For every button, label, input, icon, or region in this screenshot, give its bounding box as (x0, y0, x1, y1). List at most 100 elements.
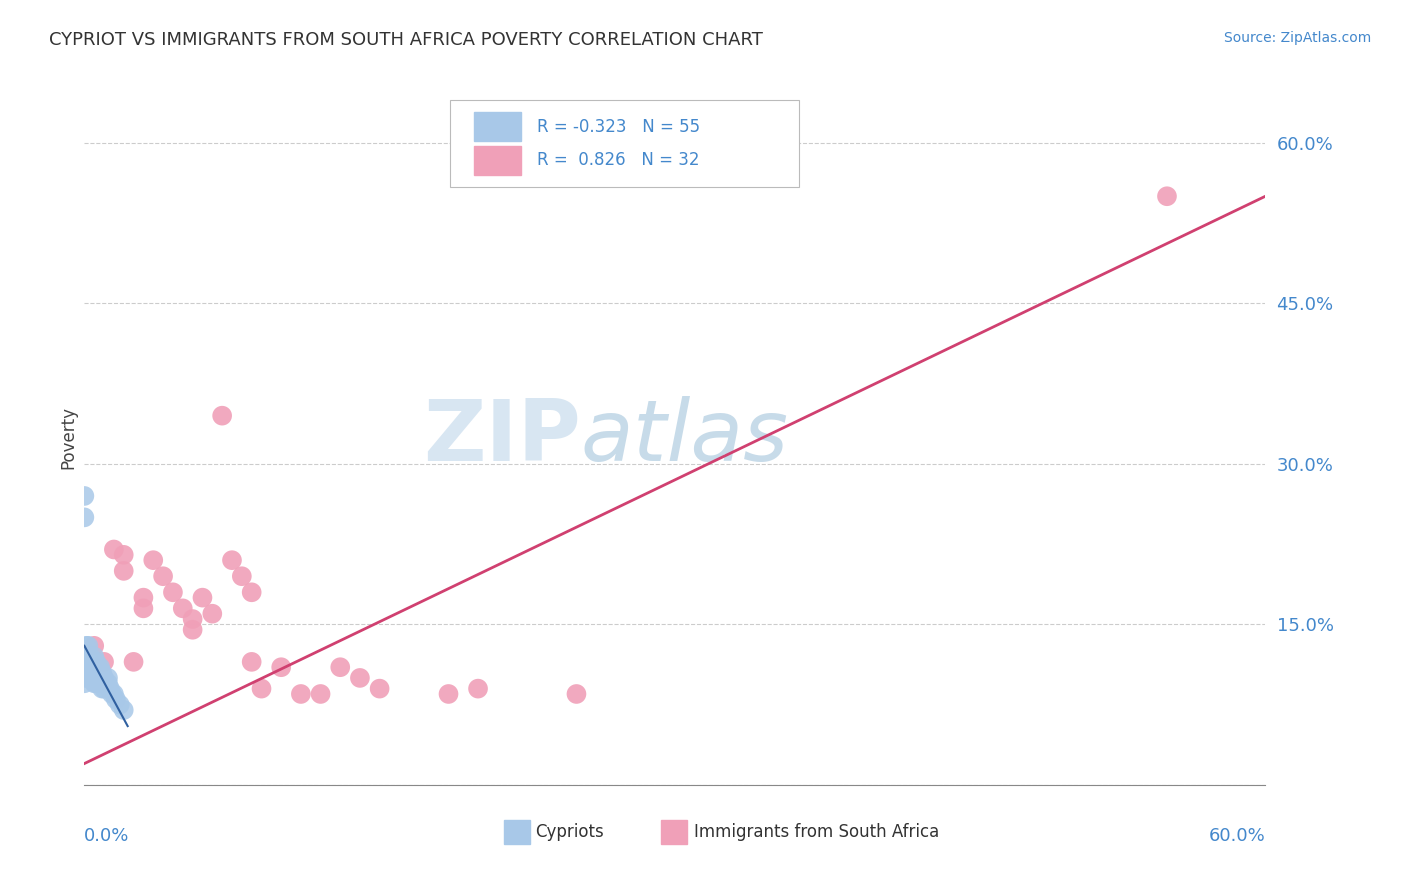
Point (97, 676, 120, 690)
Point (82, 655, 104, 669)
Bar (661, 820, 686, 844)
Point (82, 665, 104, 680)
Point (87, 676, 110, 690)
Point (77, 639, 100, 653)
Point (83, 676, 105, 690)
Text: R = -0.323   N = 55: R = -0.323 N = 55 (537, 118, 700, 136)
Point (98, 681, 121, 696)
Bar (503, 820, 530, 844)
Point (87, 671, 110, 685)
Point (349, 671, 371, 685)
Point (89, 665, 111, 680)
Point (91, 676, 114, 690)
Text: R =  0.826   N = 32: R = 0.826 N = 32 (537, 151, 699, 169)
Point (93, 671, 115, 685)
Point (201, 607, 224, 621)
Point (73, 676, 96, 690)
Point (108, 698, 131, 712)
Point (93, 681, 115, 696)
Point (77, 660, 100, 674)
Point (83, 655, 105, 669)
Point (84, 671, 107, 685)
Point (329, 660, 352, 674)
Point (83, 665, 105, 680)
Point (290, 687, 312, 701)
Point (83, 639, 105, 653)
Point (89, 660, 111, 674)
Point (104, 692, 127, 706)
Point (89, 671, 111, 685)
Point (83, 671, 105, 685)
Point (250, 681, 273, 696)
Point (112, 703, 135, 717)
Point (93, 655, 115, 669)
Point (91, 671, 114, 685)
Point (231, 569, 253, 583)
Point (221, 553, 243, 567)
Text: Cypriots: Cypriots (536, 823, 605, 841)
Point (73, 671, 96, 685)
Point (132, 591, 155, 605)
Point (84, 660, 107, 674)
Point (73, 510, 96, 524)
Point (122, 655, 145, 669)
Point (87, 665, 110, 680)
Point (368, 681, 391, 696)
Text: CYPRIOT VS IMMIGRANTS FROM SOUTH AFRICA POVERTY CORRELATION CHART: CYPRIOT VS IMMIGRANTS FROM SOUTH AFRICA … (49, 31, 763, 49)
Point (75, 660, 97, 674)
Point (84, 665, 107, 680)
Point (270, 660, 292, 674)
Text: Immigrants from South Africa: Immigrants from South Africa (693, 823, 939, 841)
Point (79, 665, 101, 680)
Text: ZIP: ZIP (423, 395, 581, 479)
Point (142, 553, 165, 567)
Point (172, 601, 194, 615)
Point (84, 655, 107, 669)
Point (91, 665, 114, 680)
Point (97, 671, 120, 685)
Point (112, 548, 135, 562)
Point (103, 542, 125, 557)
Point (73, 489, 96, 503)
Bar (474, 112, 522, 141)
Point (162, 585, 184, 599)
Point (83, 649, 105, 664)
FancyBboxPatch shape (450, 100, 799, 186)
Point (211, 409, 233, 423)
Point (103, 687, 125, 701)
Y-axis label: Poverty: Poverty (59, 406, 77, 468)
Point (79, 655, 101, 669)
Point (309, 687, 332, 701)
Point (77, 665, 100, 680)
Text: atlas: atlas (581, 395, 789, 479)
Point (87, 660, 110, 674)
Point (101, 687, 124, 701)
Point (1156, 189, 1178, 203)
Point (181, 623, 204, 637)
Point (565, 687, 588, 701)
Point (91, 681, 114, 696)
Point (75, 649, 97, 664)
Text: Source: ZipAtlas.com: Source: ZipAtlas.com (1223, 31, 1371, 45)
Text: 60.0%: 60.0% (1209, 827, 1265, 845)
Point (79, 660, 101, 674)
Point (73, 660, 96, 674)
Point (73, 655, 96, 669)
Bar (474, 145, 522, 175)
Point (437, 687, 460, 701)
Point (75, 639, 97, 653)
Point (152, 569, 174, 583)
Point (82, 660, 104, 674)
Point (83, 660, 105, 674)
Point (132, 601, 155, 615)
Point (84, 676, 107, 690)
Point (191, 591, 214, 605)
Point (93, 676, 115, 690)
Point (181, 612, 204, 626)
Point (240, 585, 263, 599)
Point (467, 681, 489, 696)
Point (89, 676, 111, 690)
Point (82, 671, 104, 685)
Text: 0.0%: 0.0% (84, 827, 129, 845)
Point (77, 655, 100, 669)
